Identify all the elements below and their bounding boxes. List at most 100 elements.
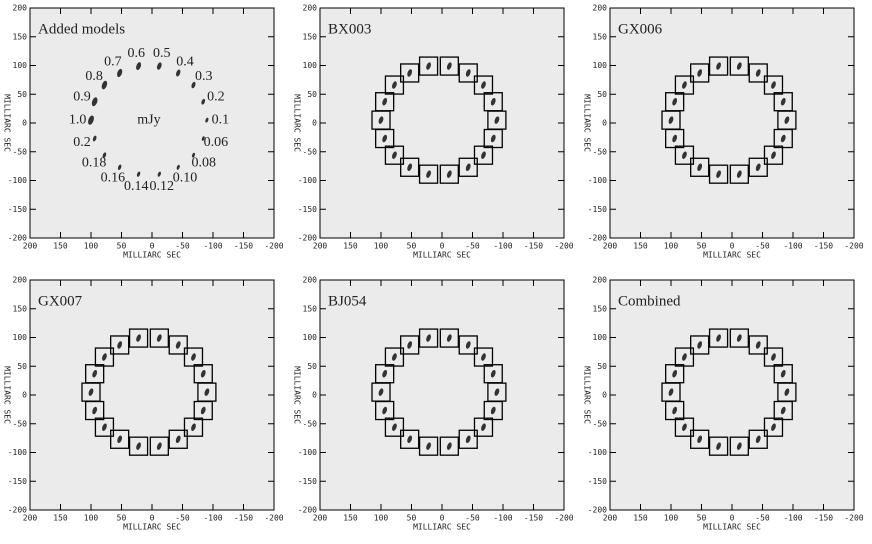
source — [682, 353, 687, 361]
source-box — [473, 347, 494, 367]
source — [136, 334, 141, 342]
source-box — [94, 417, 115, 437]
y-axis-label: MILLIARC SEC — [583, 366, 592, 424]
source — [784, 388, 790, 396]
x-tick-label: -150 — [814, 242, 833, 251]
source — [446, 334, 452, 342]
y-tick-label: 200 — [303, 4, 318, 13]
panel-title: Added models — [38, 21, 125, 37]
source — [771, 353, 776, 361]
data-label: 0.9 — [73, 90, 91, 105]
panel: 200 150 100 50 0 -50 -100 -150 -200 -200 -150 -100 -… — [293, 276, 574, 532]
x-tick-label: 200 — [603, 242, 618, 251]
source-box — [473, 75, 494, 95]
source — [697, 341, 703, 349]
source — [176, 164, 180, 170]
source-box — [665, 128, 685, 149]
x-tick-label: 100 — [84, 242, 99, 251]
x-axis-label: MILLIARC SEC — [123, 251, 181, 260]
source — [191, 423, 196, 431]
source — [481, 353, 486, 361]
x-tick-label: 200 — [23, 242, 38, 251]
panel: 200 150 100 50 0 -50 -100 -150 -200 -200 -150 -100 -… — [3, 4, 284, 260]
x-tick-label: -200 — [844, 242, 863, 251]
y-tick-label: 150 — [303, 32, 318, 41]
source-box — [439, 164, 459, 184]
source — [716, 170, 721, 178]
x-tick-label: -200 — [264, 514, 283, 523]
y-tick-label: 50 — [597, 90, 607, 99]
data-label: 0.14 — [124, 179, 149, 194]
source — [490, 406, 496, 415]
y-tick-label: -200 — [8, 506, 27, 515]
source-box — [674, 75, 695, 95]
source-box — [400, 335, 420, 355]
source-box — [384, 75, 405, 95]
source — [102, 423, 107, 431]
source — [494, 388, 500, 396]
source — [392, 81, 397, 89]
source — [446, 62, 452, 70]
source-box — [384, 145, 405, 165]
source — [494, 116, 500, 124]
y-tick-label: -200 — [8, 234, 27, 243]
panel-title: BX003 — [328, 21, 371, 37]
source — [490, 369, 496, 378]
x-tick-label: 100 — [84, 514, 99, 523]
source-box — [458, 429, 478, 449]
y-tick-label: -50 — [13, 147, 28, 156]
source — [426, 442, 431, 450]
x-tick-label: -200 — [844, 514, 863, 523]
source — [682, 81, 687, 89]
source — [157, 171, 161, 177]
source — [780, 369, 786, 378]
x-tick-label: 0 — [440, 242, 445, 251]
x-tick-label: 200 — [23, 514, 38, 523]
source — [465, 69, 471, 77]
data-label: 0.08 — [192, 156, 217, 171]
y-tick-label: 150 — [13, 304, 28, 313]
source-box — [674, 145, 695, 165]
annotation: mJy — [137, 112, 160, 127]
data-label: 0.18 — [82, 156, 107, 171]
x-tick-label: 0 — [730, 242, 735, 251]
source-box — [748, 63, 768, 83]
source-box — [748, 157, 768, 177]
source-box — [400, 157, 420, 177]
source — [92, 135, 97, 142]
panel-title: GX006 — [618, 21, 663, 37]
source-box — [729, 56, 749, 76]
source-box — [85, 400, 105, 421]
x-axis-label: MILLIARC SEC — [703, 251, 761, 260]
y-tick-label: -50 — [13, 419, 28, 428]
source — [755, 69, 761, 77]
x-tick-label: 0 — [150, 242, 155, 251]
source — [175, 435, 181, 444]
source — [755, 435, 761, 444]
source — [201, 136, 205, 141]
data-label: 0.8 — [85, 69, 103, 84]
data-label: 0.10 — [173, 170, 198, 185]
data-label: 0.2 — [207, 90, 225, 105]
plot-area — [29, 279, 275, 511]
source-box — [665, 364, 685, 384]
y-tick-label: 100 — [303, 333, 318, 342]
panel: 200 150 100 50 0 -50 -100 -150 -200 -200 -150 -100 -… — [3, 276, 284, 532]
y-tick-label: -100 — [8, 176, 27, 185]
source — [101, 80, 108, 90]
x-tick-label: 50 — [407, 242, 417, 251]
source — [136, 62, 142, 70]
source-box — [773, 400, 793, 421]
source — [200, 406, 206, 415]
y-tick-label: -100 — [298, 448, 317, 457]
source — [117, 68, 123, 78]
panel: 200 150 100 50 0 -50 -100 -150 -200 -200 -150 -100 -… — [583, 4, 864, 260]
x-tick-label: 100 — [374, 242, 389, 251]
source — [426, 170, 431, 178]
y-tick-label: -50 — [303, 419, 318, 428]
x-tick-label: -150 — [814, 514, 833, 523]
source — [102, 152, 107, 159]
source — [780, 97, 786, 106]
source-box — [748, 429, 768, 449]
source-box — [375, 364, 395, 384]
